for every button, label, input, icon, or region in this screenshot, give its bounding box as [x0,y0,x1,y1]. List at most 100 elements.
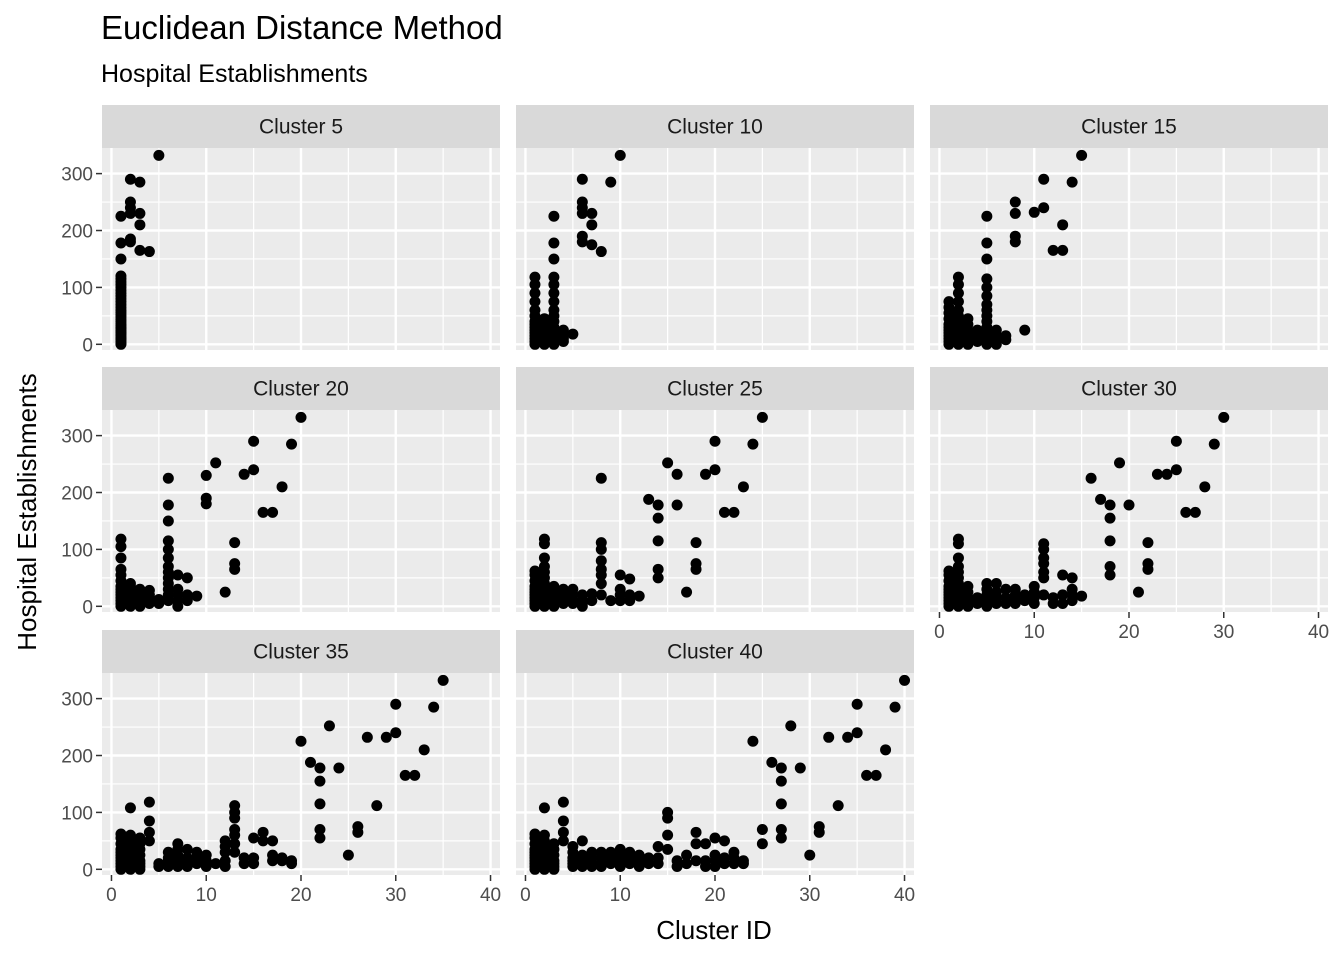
data-point [981,290,993,302]
data-point [371,800,383,812]
data-point [409,769,421,781]
data-point [1189,506,1201,518]
x-tick-label: 40 [1308,622,1329,643]
data-point [229,537,241,549]
data-point [257,835,269,847]
data-point [1114,457,1126,469]
data-point [851,727,863,739]
data-point [605,176,617,188]
data-point [614,149,626,161]
data-point [1066,583,1078,595]
data-point [1038,538,1050,550]
data-point [181,843,193,855]
data-point [718,506,730,518]
y-tick-label: 100 [61,803,93,824]
y-tick-label: 0 [82,860,93,881]
data-point [257,826,269,838]
data-point [248,464,260,476]
data-point [595,246,607,258]
data-point [1028,206,1040,218]
data-point [1161,468,1173,480]
data-point [200,469,212,481]
data-point [1057,569,1069,581]
data-point [304,756,316,768]
data-point [595,555,607,567]
data-point [709,849,721,861]
data-point [652,841,664,853]
data-point [276,852,288,864]
y-axis-title: Hospital Establishments [12,373,42,650]
data-point [295,411,307,423]
data-point [700,468,712,480]
data-point [557,583,569,595]
data-point [153,858,165,870]
data-point [775,798,787,810]
facet-panel: Cluster 35 0 100 200 300 0 10 20 30 40 [61,630,501,906]
data-point [153,149,165,161]
data-point [990,324,1002,336]
data-point [529,304,541,316]
data-point [981,273,993,285]
data-point [295,735,307,747]
data-point [728,506,740,518]
facet-strip [102,105,500,148]
data-point [162,499,174,511]
data-point [605,595,617,607]
data-point [1028,580,1040,592]
data-point [861,769,873,781]
data-point [286,438,298,450]
data-point [624,573,636,585]
data-point [1066,572,1078,584]
x-tick-label: 40 [894,885,915,906]
data-point [557,796,569,808]
data-point [728,846,740,858]
data-point [576,196,588,208]
data-point [785,720,797,732]
data-point [990,578,1002,590]
data-point [115,563,127,575]
data-point [134,176,146,188]
data-point [1199,481,1211,493]
data-point [238,852,250,864]
x-tick-label: 30 [799,885,820,906]
data-point [851,698,863,710]
data-point [529,828,541,840]
data-point [633,590,645,602]
data-point [756,823,768,835]
data-point [624,589,636,601]
data-point [229,800,241,812]
data-point [248,852,260,864]
data-point [1180,506,1192,518]
data-point [538,560,550,572]
data-point [709,832,721,844]
data-point [115,270,127,282]
data-point [981,281,993,293]
data-point [981,578,993,590]
data-point [124,233,136,245]
facet-panel: Cluster 15 [930,105,1328,350]
data-point [643,493,655,505]
data-point [529,287,541,299]
data-point [981,298,993,310]
data-point [709,435,721,447]
data-point [1218,411,1230,423]
data-point [548,838,560,850]
data-point [548,304,560,316]
data-point [952,296,964,308]
data-point [1038,202,1050,214]
data-point [576,173,588,185]
data-point [210,457,222,469]
y-tick-label: 200 [61,747,93,768]
data-point [1142,537,1154,549]
data-point [219,855,231,867]
data-point [1057,597,1069,609]
data-point [557,324,569,336]
data-point [1085,472,1097,484]
x-tick-label: 30 [385,885,406,906]
y-tick-label: 300 [61,690,93,711]
data-point [333,762,345,774]
data-point [586,588,598,600]
data-point [662,806,674,818]
